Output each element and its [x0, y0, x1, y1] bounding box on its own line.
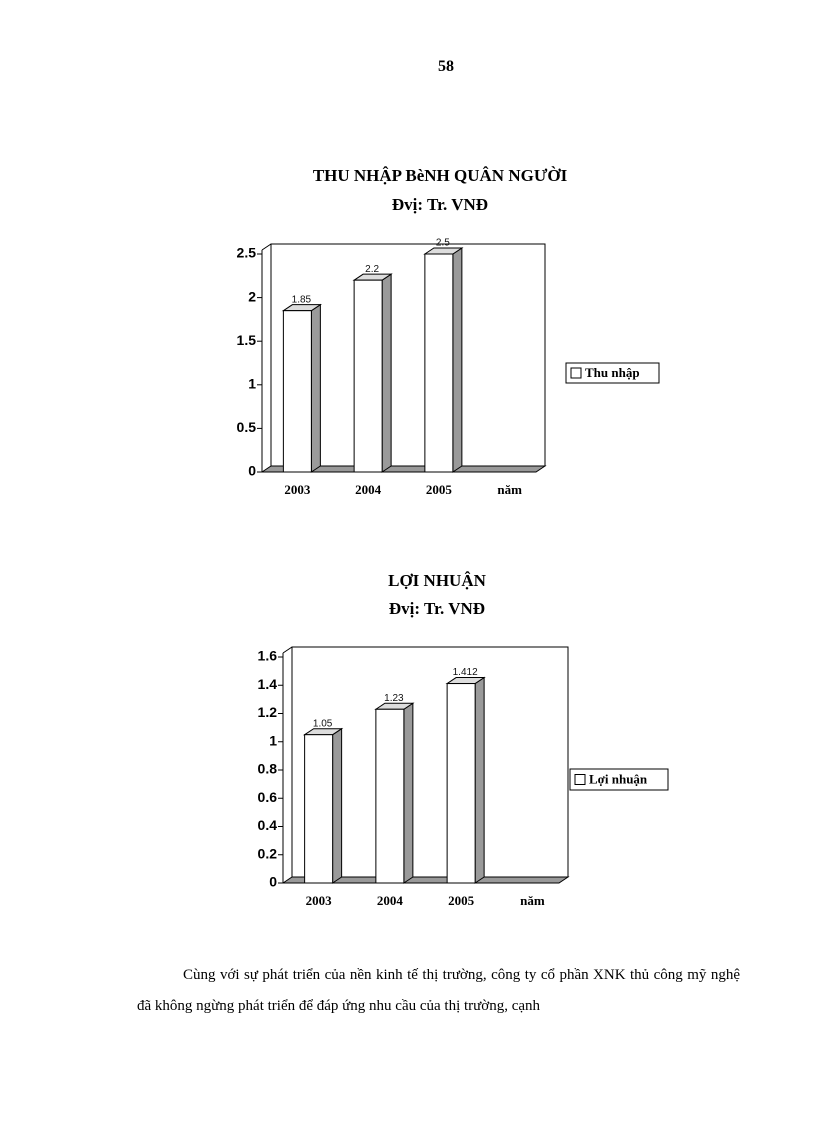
x-tick-label: 2005	[448, 893, 475, 908]
bar	[304, 734, 334, 884]
x-tick-label: 2004	[355, 482, 382, 497]
bar	[282, 310, 312, 473]
chart-subtitle: Đvị: Tr. VNĐ	[389, 599, 485, 618]
legend-label: Lợi nhuận	[589, 771, 648, 786]
x-tick-label: 2003	[284, 482, 311, 497]
legend-box	[569, 768, 669, 791]
bar	[353, 279, 383, 473]
y-tick-label: 0.6	[258, 789, 278, 805]
bar-side	[310, 303, 321, 473]
bar	[375, 708, 405, 884]
bar-side	[474, 676, 485, 884]
y-tick-label: 0	[248, 463, 256, 479]
y-tick-label: 1.6	[258, 648, 278, 664]
data-label: 2.2	[365, 264, 379, 275]
y-tick-label: 2.5	[237, 245, 257, 261]
y-tick-label: 1	[248, 376, 256, 392]
paragraph: Cùng với sự phát triển của nền kinh tế t…	[137, 967, 740, 1014]
side-wall	[282, 646, 293, 654]
legend-swatch	[570, 367, 582, 379]
y-tick-label: 1	[269, 732, 277, 748]
x-tick-label: năm	[520, 893, 545, 908]
x-tick-label: 2004	[377, 893, 404, 908]
y-tick-label: 0.5	[237, 419, 257, 435]
chart-title: THU NHẬP BèNH QUÂN NGƯỜI	[313, 166, 568, 185]
chart-subtitle: Đvị: Tr. VNĐ	[392, 195, 488, 214]
y-tick-label: 2	[248, 288, 256, 304]
data-label: 1.23	[384, 693, 404, 704]
data-label: 2.5	[436, 238, 450, 249]
y-tick-label: 0	[269, 874, 277, 890]
data-label: 1.05	[313, 718, 333, 729]
y-tick-label: 0.2	[258, 845, 278, 861]
page-number: 58	[438, 58, 454, 75]
x-tick-label: 2005	[426, 482, 453, 497]
data-label: 1.412	[453, 667, 478, 678]
y-tick-label: 1.4	[258, 676, 278, 692]
y-tick-label: 0.4	[258, 817, 278, 833]
bar-side	[452, 247, 463, 473]
data-label: 1.85	[292, 294, 312, 305]
x-tick-label: 2003	[306, 893, 333, 908]
y-tick-label: 1.2	[258, 704, 278, 720]
y-tick-label: 1.5	[237, 332, 257, 348]
bar-side	[332, 727, 343, 884]
legend-box	[565, 362, 660, 384]
side-wall	[261, 243, 272, 251]
chart-title: LỢI NHUẬN	[388, 571, 486, 590]
bar-side	[381, 273, 392, 473]
bar	[424, 253, 454, 473]
legend-swatch	[574, 774, 586, 785]
charts: THU NHẬP BèNH QUÂN NGƯỜI Đvị: Tr. VNĐ 0 0.5…	[237, 166, 669, 908]
legend-label: Thu nhập	[585, 365, 640, 380]
bar	[446, 683, 476, 884]
bar-side	[403, 702, 414, 884]
y-tick-label: 0.8	[258, 761, 278, 777]
x-tick-label: năm	[497, 482, 522, 497]
